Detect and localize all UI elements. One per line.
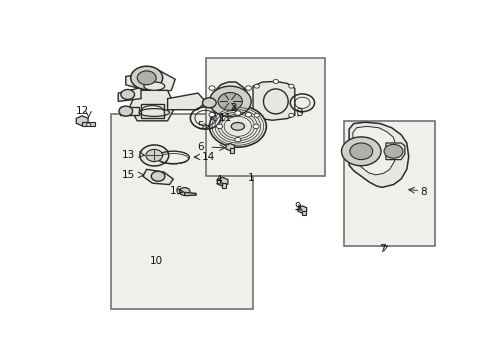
Bar xyxy=(111,114,253,309)
Text: 10: 10 xyxy=(149,256,163,266)
Polygon shape xyxy=(213,82,247,121)
Circle shape xyxy=(209,113,215,117)
Circle shape xyxy=(137,71,156,85)
Polygon shape xyxy=(218,177,228,186)
Circle shape xyxy=(342,137,381,166)
Polygon shape xyxy=(206,99,213,107)
Ellipse shape xyxy=(231,122,245,130)
Polygon shape xyxy=(386,143,405,159)
Text: 2: 2 xyxy=(231,103,237,113)
Polygon shape xyxy=(230,148,234,153)
Circle shape xyxy=(245,113,251,117)
Bar xyxy=(344,121,435,246)
Text: 3: 3 xyxy=(296,108,303,118)
Circle shape xyxy=(254,113,260,117)
Circle shape xyxy=(151,171,165,181)
Circle shape xyxy=(235,138,241,142)
Text: 9: 9 xyxy=(294,202,301,212)
Polygon shape xyxy=(129,90,175,121)
Circle shape xyxy=(146,149,163,162)
Circle shape xyxy=(121,90,135,99)
Polygon shape xyxy=(141,104,164,118)
Text: 11: 11 xyxy=(219,113,232,123)
Circle shape xyxy=(209,86,251,117)
Text: 7: 7 xyxy=(379,244,386,254)
Circle shape xyxy=(179,188,190,195)
Polygon shape xyxy=(120,107,139,115)
Polygon shape xyxy=(126,71,175,93)
Text: 6: 6 xyxy=(197,142,204,152)
Polygon shape xyxy=(82,122,96,126)
Circle shape xyxy=(218,93,243,110)
Circle shape xyxy=(140,145,169,166)
Circle shape xyxy=(350,143,372,159)
Polygon shape xyxy=(302,211,306,215)
Polygon shape xyxy=(118,87,141,102)
Polygon shape xyxy=(143,169,173,185)
Text: 12: 12 xyxy=(75,106,89,116)
Ellipse shape xyxy=(144,82,165,90)
Circle shape xyxy=(384,144,403,158)
Text: 13: 13 xyxy=(122,150,135,159)
Text: 5: 5 xyxy=(197,121,204,131)
Circle shape xyxy=(253,124,259,129)
Circle shape xyxy=(202,98,216,108)
Polygon shape xyxy=(353,126,396,175)
Circle shape xyxy=(254,84,260,88)
Circle shape xyxy=(289,84,294,88)
Circle shape xyxy=(273,80,278,84)
Text: 4: 4 xyxy=(216,175,222,185)
Text: 8: 8 xyxy=(420,186,427,197)
Polygon shape xyxy=(168,93,206,110)
Circle shape xyxy=(119,106,133,116)
Circle shape xyxy=(217,124,222,129)
Circle shape xyxy=(209,105,267,147)
Text: 16: 16 xyxy=(170,186,183,196)
Circle shape xyxy=(86,123,91,126)
Polygon shape xyxy=(76,116,88,126)
Circle shape xyxy=(289,113,294,117)
Bar xyxy=(206,58,325,176)
Polygon shape xyxy=(222,183,226,188)
Text: 15: 15 xyxy=(122,170,135,180)
Text: 1: 1 xyxy=(248,173,254,183)
Polygon shape xyxy=(349,122,409,187)
Polygon shape xyxy=(226,144,235,151)
Circle shape xyxy=(131,66,163,90)
Polygon shape xyxy=(185,192,196,195)
Text: 14: 14 xyxy=(202,152,215,162)
Circle shape xyxy=(209,86,215,90)
Circle shape xyxy=(245,86,251,90)
Circle shape xyxy=(235,111,241,115)
Polygon shape xyxy=(253,81,295,120)
Polygon shape xyxy=(298,206,307,213)
